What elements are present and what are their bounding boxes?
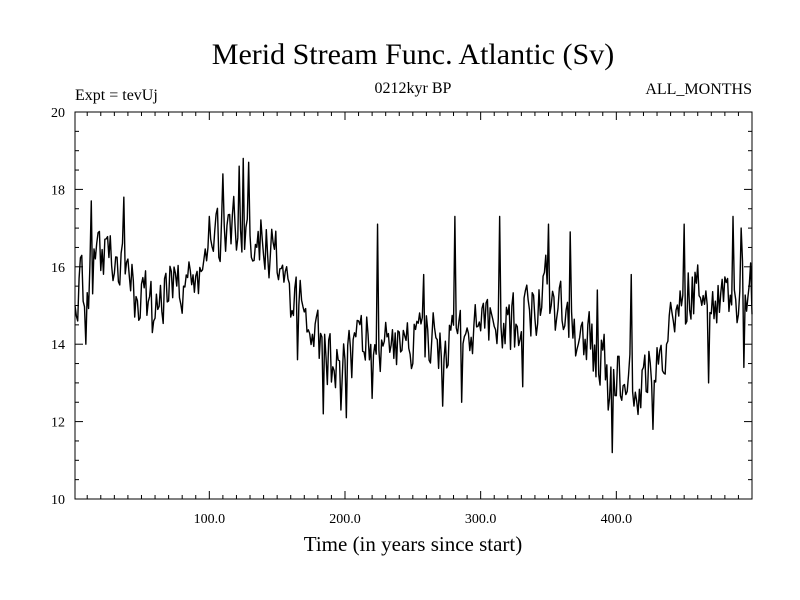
x-tick-label: 300.0 [465,512,497,527]
y-tick-label: 16 [51,261,65,276]
y-tick-label: 12 [51,416,65,431]
y-tick-label: 14 [51,338,65,353]
period-label: 0212kyr BP [375,80,452,97]
months-label: ALL_MONTHS [645,81,752,98]
experiment-label: Expt = tevUj [75,87,158,104]
y-tick-label: 10 [51,493,65,508]
x-axis: 100.0 200.0 300.0 400.0 [86,112,739,527]
x-tick-label: 400.0 [601,512,633,527]
y-tick-label: 18 [51,183,65,198]
x-tick-label: 100.0 [194,512,226,527]
y-tick-label: 20 [51,106,65,121]
chart-title: Merid Stream Func. Atlantic (Sv) [212,38,614,71]
series-line [74,157,753,454]
x-axis-label: Time (in years since start) [304,532,523,556]
plot-frame [74,111,753,500]
x-tick-label: 200.0 [329,512,361,527]
